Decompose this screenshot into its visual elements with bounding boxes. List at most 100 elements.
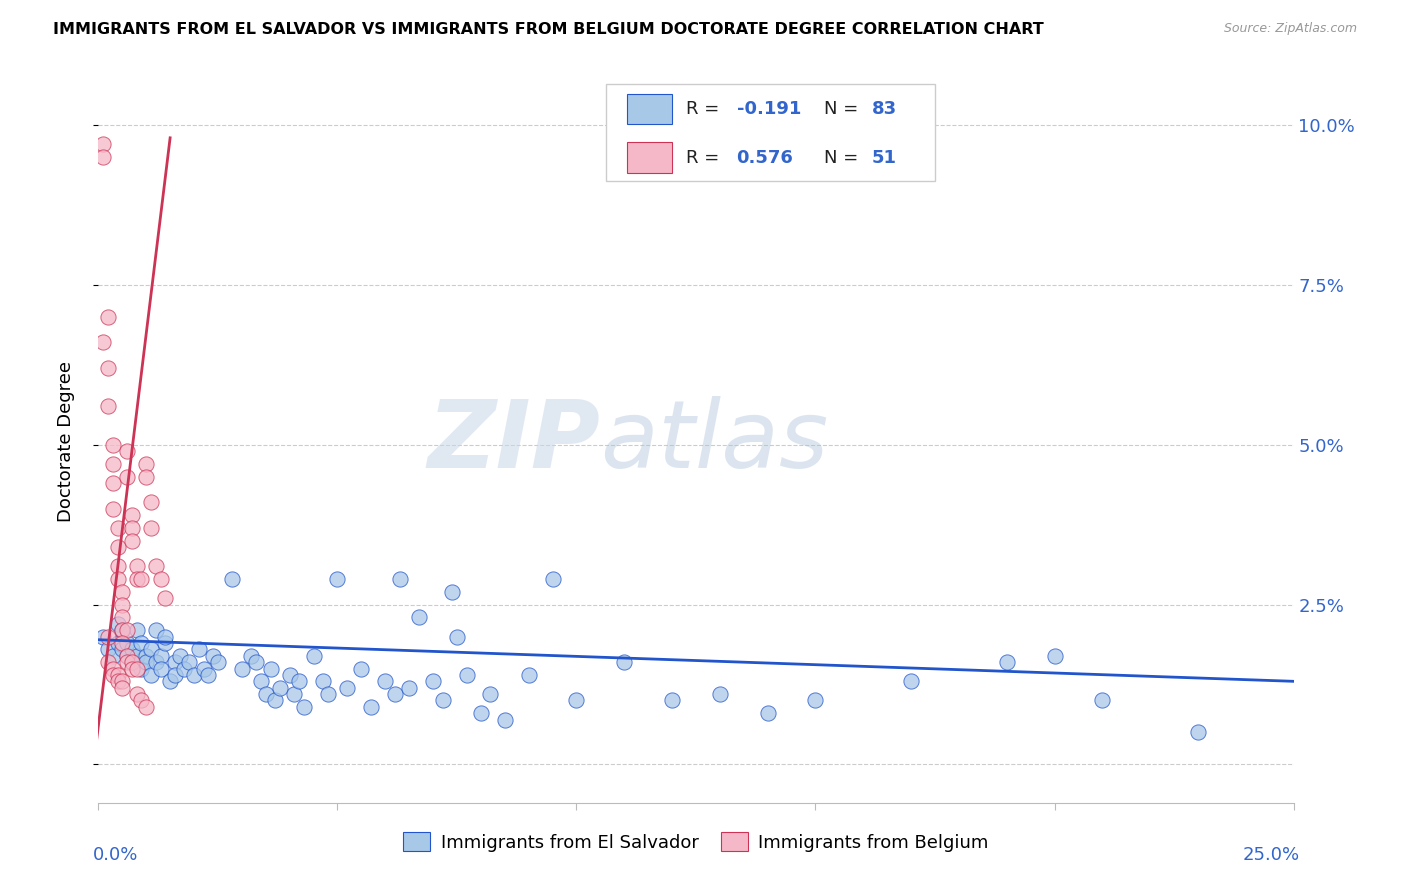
Point <box>159 674 181 689</box>
Point <box>101 648 124 663</box>
Text: 51: 51 <box>872 149 897 167</box>
Point <box>145 655 167 669</box>
Point <box>470 706 492 721</box>
Point <box>202 648 225 663</box>
Point <box>336 681 359 695</box>
Point <box>125 623 148 637</box>
Point <box>101 668 124 682</box>
Point <box>111 642 134 657</box>
Point <box>374 674 396 689</box>
Point <box>1187 725 1209 739</box>
Point <box>326 572 349 586</box>
Point <box>139 521 162 535</box>
Point <box>91 137 114 152</box>
FancyBboxPatch shape <box>606 84 935 181</box>
Point <box>115 636 138 650</box>
Point <box>312 674 335 689</box>
Point <box>1091 693 1114 707</box>
Point <box>91 630 114 644</box>
Point <box>254 687 277 701</box>
Point <box>231 661 253 675</box>
Point <box>121 508 143 522</box>
Point <box>155 630 177 644</box>
Point <box>250 674 273 689</box>
Point <box>97 655 120 669</box>
Point <box>97 310 120 324</box>
Point <box>145 623 167 637</box>
Point <box>101 476 124 491</box>
Text: N =: N = <box>824 149 863 167</box>
Point <box>101 438 124 452</box>
Point <box>131 572 153 586</box>
Y-axis label: Doctorate Degree: Doctorate Degree <box>56 361 75 522</box>
Point <box>101 661 124 675</box>
FancyBboxPatch shape <box>627 94 672 124</box>
Point <box>541 572 564 586</box>
Point <box>125 572 148 586</box>
Point <box>155 591 177 606</box>
Point <box>350 661 373 675</box>
Point <box>131 661 153 675</box>
Point <box>97 630 120 644</box>
Legend: Immigrants from El Salvador, Immigrants from Belgium: Immigrants from El Salvador, Immigrants … <box>396 824 995 859</box>
Point <box>245 655 267 669</box>
Point <box>240 648 263 663</box>
Point <box>408 610 430 624</box>
Point <box>995 655 1018 669</box>
Point <box>183 668 205 682</box>
Point <box>302 648 325 663</box>
Text: R =: R = <box>686 100 725 118</box>
Text: 0.0%: 0.0% <box>93 847 138 864</box>
Point <box>135 655 157 669</box>
Point <box>115 623 138 637</box>
Point <box>135 457 157 471</box>
Point <box>139 495 162 509</box>
Point <box>125 687 148 701</box>
Point <box>661 693 683 707</box>
Point <box>107 616 129 631</box>
Point <box>187 642 209 657</box>
Text: 0.576: 0.576 <box>737 149 793 167</box>
Point <box>456 668 478 682</box>
Point <box>756 706 779 721</box>
Point <box>149 661 172 675</box>
Point <box>111 681 134 695</box>
Point <box>145 559 167 574</box>
Point <box>135 648 157 663</box>
Point <box>131 636 153 650</box>
Point <box>398 681 420 695</box>
Point <box>900 674 922 689</box>
Point <box>111 623 134 637</box>
Point <box>115 648 138 663</box>
Point <box>131 693 153 707</box>
Point <box>115 655 138 669</box>
Point <box>97 400 120 414</box>
Point <box>193 661 215 675</box>
Point <box>111 598 134 612</box>
Point <box>149 648 172 663</box>
Point <box>139 642 162 657</box>
Point <box>446 630 468 644</box>
Point <box>316 687 339 701</box>
Text: R =: R = <box>686 149 725 167</box>
Point <box>97 642 120 657</box>
Text: Source: ZipAtlas.com: Source: ZipAtlas.com <box>1223 22 1357 36</box>
Point <box>613 655 636 669</box>
Text: atlas: atlas <box>600 396 828 487</box>
Point <box>91 335 114 350</box>
Point <box>121 642 143 657</box>
Point <box>494 713 516 727</box>
Point <box>264 693 287 707</box>
Point <box>517 668 540 682</box>
Point <box>283 687 305 701</box>
Point <box>135 699 157 714</box>
Point <box>107 674 129 689</box>
Point <box>388 572 411 586</box>
Point <box>360 699 382 714</box>
Point <box>107 521 129 535</box>
Point <box>163 668 186 682</box>
Point <box>91 150 114 164</box>
Point <box>115 469 138 483</box>
Point <box>107 572 129 586</box>
Point <box>115 648 138 663</box>
